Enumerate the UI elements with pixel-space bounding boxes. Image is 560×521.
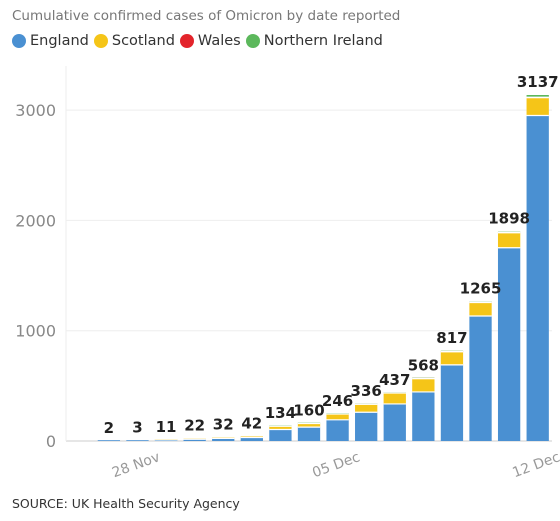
legend-item-wales: Wales <box>179 33 241 49</box>
bar-scotland-9 <box>326 413 349 420</box>
bar-england-1 <box>97 440 121 441</box>
legend-label-wales: Wales <box>197 33 241 49</box>
bar-england-12 <box>412 391 435 441</box>
bar-england-7 <box>269 429 292 441</box>
total-label-16: 3137 <box>517 73 559 91</box>
bar-england-4 <box>183 439 206 441</box>
legend-label-england: England <box>30 33 89 49</box>
bar-scotland-8 <box>297 423 321 428</box>
total-label-10: 336 <box>351 382 382 400</box>
total-label-13: 817 <box>436 329 467 347</box>
legend-swatch-england <box>12 34 26 48</box>
legend-label-northern-ireland: Northern Ireland <box>263 33 383 49</box>
chart-title: Cumulative confirmed cases of Omicron by… <box>12 8 401 24</box>
total-label-2: 3 <box>132 419 142 437</box>
x-tick-label-9: 05 Dec <box>310 449 362 481</box>
y-tick-label-2000: 2000 <box>15 211 56 230</box>
bar-scotland-14 <box>469 302 492 317</box>
bar-scotland-11 <box>383 393 406 404</box>
total-label-8: 160 <box>293 401 324 419</box>
bar-northern-ireland-16 <box>526 95 549 98</box>
legend-label-scotland: Scotland <box>111 33 175 49</box>
total-label-5: 32 <box>213 415 234 433</box>
total-label-9: 246 <box>322 392 353 410</box>
total-label-14: 1265 <box>460 279 502 297</box>
bar-scotland-12 <box>412 378 435 392</box>
bar-england-16 <box>526 115 549 441</box>
bar-england-15 <box>497 247 521 441</box>
total-label-1: 2 <box>104 419 114 437</box>
bar-england-8 <box>297 427 321 441</box>
bar-scotland-13 <box>440 351 464 365</box>
total-label-3: 11 <box>156 418 177 436</box>
source-note: SOURCE: UK Health Security Agency <box>12 496 240 511</box>
y-tick-label-3000: 3000 <box>15 101 56 120</box>
legend: England Scotland Wales Northern Ireland <box>12 33 388 49</box>
bar-england-6 <box>240 437 263 441</box>
legend-item-scotland: Scotland <box>93 33 175 49</box>
legend-swatch-northern-ireland <box>245 34 260 48</box>
bar-scotland-15 <box>497 232 521 248</box>
legend-item-northern-ireland: Northern Ireland <box>245 33 383 49</box>
x-tick-label-2: 28 Nov <box>110 449 162 481</box>
bar-england-10 <box>355 412 378 441</box>
x-tick-label-16: 12 Dec <box>510 449 560 481</box>
y-tick-label-0: 0 <box>46 432 56 451</box>
total-label-4: 22 <box>184 417 205 435</box>
bar-scotland-10 <box>355 404 378 413</box>
bar-england-11 <box>383 403 406 441</box>
total-label-15: 1898 <box>488 210 530 228</box>
bar-england-13 <box>440 364 464 441</box>
bar-england-2 <box>126 440 149 441</box>
bar-england-5 <box>212 438 235 441</box>
total-label-11: 437 <box>379 371 410 389</box>
bar-scotland-16 <box>526 97 549 116</box>
total-label-12: 568 <box>408 356 439 374</box>
total-label-7: 134 <box>265 404 296 422</box>
bar-england-9 <box>326 419 349 441</box>
y-tick-label-1000: 1000 <box>15 322 56 341</box>
legend-swatch-scotland <box>93 34 108 48</box>
total-label-6: 42 <box>241 414 262 432</box>
legend-item-england: England <box>12 33 89 49</box>
bar-england-14 <box>469 316 492 441</box>
bar-scotland-7 <box>269 426 292 430</box>
legend-swatch-wales <box>179 34 194 48</box>
